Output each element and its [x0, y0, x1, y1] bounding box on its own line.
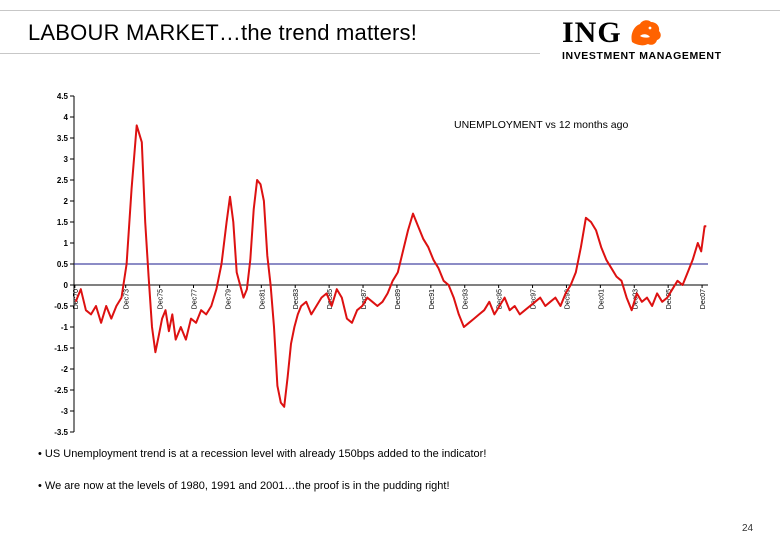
- y-tick-label: -1: [61, 323, 69, 332]
- bullet-list: • US Unemployment trend is at a recessio…: [38, 448, 738, 512]
- y-tick-label: 3: [64, 155, 69, 164]
- y-tick-label: -3: [61, 407, 69, 416]
- x-tick-label: Dec83: [293, 289, 300, 309]
- y-tick-label: -1.5: [54, 344, 68, 353]
- y-tick-label: 3.5: [57, 134, 69, 143]
- x-tick-label: Dec79: [225, 289, 232, 309]
- x-tick-label: Dec97: [531, 289, 538, 309]
- x-tick-label: Dec89: [395, 289, 402, 309]
- y-tick-label: -0.5: [54, 302, 68, 311]
- chart-title: UNEMPLOYMENT vs 12 months ago: [454, 119, 628, 131]
- y-tick-label: 1.5: [57, 218, 69, 227]
- x-tick-label: Dec77: [192, 289, 199, 309]
- header-top-rule: [0, 10, 780, 11]
- y-tick-label: -2.5: [54, 386, 68, 395]
- y-tick-label: 0.5: [57, 260, 69, 269]
- y-axis: 4.5 4 3.5 3 2.5 2 1.5 1 0.5 0 -0.5 -1 -1.5 -2 -2.5 -3 -3…: [54, 92, 75, 437]
- lion-icon: [631, 20, 661, 46]
- y-tick-label: 0: [64, 281, 69, 290]
- x-tick-label: Dec85: [327, 289, 334, 309]
- page-number: 24: [742, 523, 754, 534]
- x-tick-label: Dec07: [700, 289, 707, 309]
- unemployment-chart: 4.5 4 3.5 3 2.5 2 1.5 1 0.5 0 -0.5 -1 -1.5 -2 -2.5 -3 -3…: [54, 92, 708, 437]
- logo-wordmark: ING: [562, 16, 622, 49]
- series-group: [74, 124, 707, 408]
- y-tick-label: 1: [64, 239, 69, 248]
- y-tick-label: 4: [64, 113, 69, 122]
- x-tick-label: Dec05: [666, 289, 673, 309]
- brand-logo: ING INVESTMENT MANAGEMENT: [562, 16, 762, 66]
- x-tick-label: Dec81: [259, 289, 266, 309]
- bullet-item: • US Unemployment trend is at a recessio…: [38, 448, 487, 460]
- slide-title: LABOUR MARKET…the trend matters!: [28, 20, 418, 45]
- series-line: [74, 124, 707, 408]
- y-tick-label: -2: [61, 365, 69, 374]
- x-tick-label: Dec91: [429, 289, 436, 309]
- logo-subtitle: INVESTMENT MANAGEMENT: [562, 50, 722, 62]
- y-tick-label: -3.5: [54, 428, 68, 437]
- x-tick-label: Dec01: [598, 289, 605, 309]
- header-bottom-rule: [0, 53, 540, 54]
- x-tick-label: Dec93: [463, 289, 470, 309]
- bullet-item: • We are now at the levels of 1980, 1991…: [38, 480, 450, 492]
- x-tick-label: Dec87: [361, 289, 368, 309]
- y-tick-label: 2: [64, 197, 69, 206]
- y-tick-label: 4.5: [57, 92, 69, 101]
- x-tick-label: Dec73: [124, 289, 131, 309]
- x-tick-label: Dec75: [158, 289, 165, 309]
- x-tick-label: Dec95: [497, 289, 504, 309]
- x-tick-label: Dec99: [564, 289, 571, 309]
- y-tick-label: 2.5: [57, 176, 69, 185]
